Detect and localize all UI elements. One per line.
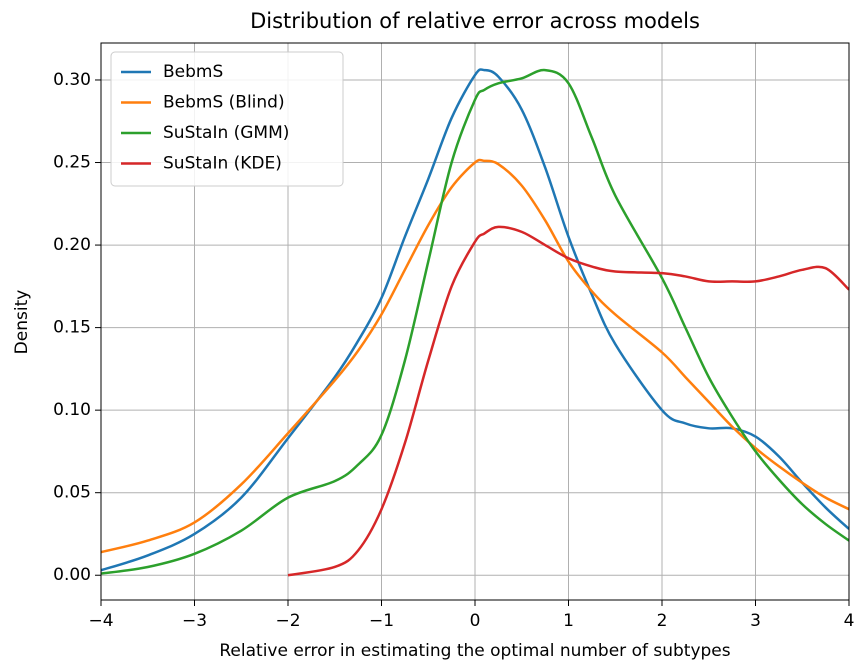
legend-label: BebmS (Blind)	[163, 93, 285, 113]
x-tick-label: 4	[844, 611, 855, 631]
line-series	[101, 158, 849, 554]
x-tick-label: 3	[750, 611, 761, 631]
y-tick-label: 0.10	[53, 400, 91, 420]
y-tick-label: 0.25	[53, 153, 91, 173]
y-tick-label: 0.05	[53, 483, 91, 503]
legend-box	[110, 51, 344, 187]
line-series	[287, 225, 849, 577]
y-axis-label: Density	[12, 290, 32, 355]
plot-frame	[100, 42, 850, 601]
legend-label: BebmS	[163, 62, 223, 82]
x-tick-label: −3	[182, 611, 207, 631]
legend-label: SuStaIn (GMM)	[163, 123, 289, 143]
y-tick-label: 0.15	[53, 318, 91, 338]
x-tick-label: −2	[275, 611, 300, 631]
y-tick-label: 0.00	[53, 565, 91, 585]
x-tick-label: 1	[563, 611, 574, 631]
x-tick-label: −1	[369, 611, 394, 631]
line-series	[101, 68, 849, 575]
legend-label: SuStaIn (KDE)	[163, 154, 282, 174]
chart-title: Distribution of relative error across mo…	[250, 9, 700, 33]
x-tick-label: −4	[88, 611, 113, 631]
y-tick-label: 0.20	[53, 235, 91, 255]
y-tick-label: 0.30	[53, 70, 91, 90]
x-tick-label: 0	[470, 611, 481, 631]
x-axis-label: Relative error in estimating the optimal…	[219, 641, 730, 661]
x-tick-label: 2	[657, 611, 668, 631]
